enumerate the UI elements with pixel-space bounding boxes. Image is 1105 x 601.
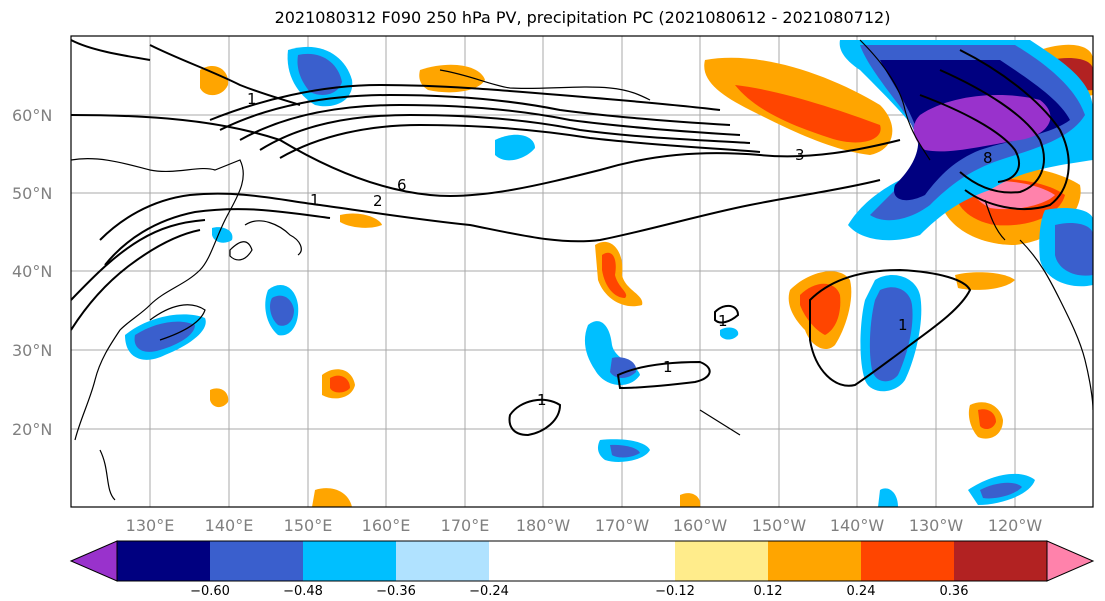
lon-label-130e: 130°E <box>126 516 175 535</box>
contour-label: 6 <box>397 176 407 194</box>
contour-label: 1 <box>898 316 908 334</box>
lat-label-40n: 40°N <box>12 262 52 281</box>
colorbar-segment <box>675 541 769 581</box>
colorbar-tick-label: 0.12 <box>754 584 783 599</box>
map-panel: 1 2 3 6 8 1 1 1 1 1 <box>70 35 1094 508</box>
colorbar-extend-min <box>69 540 118 582</box>
colorbar-segment <box>768 541 862 581</box>
lat-label-30n: 30°N <box>12 341 52 360</box>
figure-title: 2021080312 F090 250 hPa PV, precipitatio… <box>274 8 891 27</box>
map-frame <box>70 35 1094 508</box>
lon-label-130w: 130°W <box>909 516 964 535</box>
latitude-labels: 60°N 50°N 40°N 30°N 20°N <box>12 106 52 439</box>
contour-label: 1 <box>663 358 673 376</box>
colorbar-tick-label: −0.60 <box>190 584 230 599</box>
lon-label-150w: 150°W <box>752 516 807 535</box>
colorbar-segment <box>303 541 397 581</box>
colorbar <box>69 540 1095 582</box>
lat-label-50n: 50°N <box>12 184 52 203</box>
lon-label-120w: 120°W <box>988 516 1043 535</box>
colorbar-tick-label: −0.48 <box>283 584 323 599</box>
lat-label-60n: 60°N <box>12 106 52 125</box>
pv-contours <box>71 39 1070 437</box>
lon-label-140w: 140°W <box>830 516 885 535</box>
colorbar-segment <box>396 541 490 581</box>
contour-label: 1 <box>537 391 547 409</box>
contour-labels: 1 2 3 6 8 1 1 1 1 1 <box>247 90 993 409</box>
lon-label-140e: 140°E <box>205 516 254 535</box>
colorbar-labels: −0.60 −0.48 −0.36 −0.24 −0.12 0.12 0.24 0.36 <box>190 584 968 599</box>
lon-label-160e: 160°E <box>362 516 411 535</box>
colorbar-tick-label: −0.24 <box>469 584 509 599</box>
colorbar-tick-label: −0.36 <box>376 584 416 599</box>
colorbar-segment <box>582 541 676 581</box>
colorbar-segment <box>117 541 211 581</box>
contour-label: 1 <box>718 312 728 330</box>
colorbar-segment <box>210 541 304 581</box>
lon-label-180w: 180°W <box>516 516 571 535</box>
lon-label-160w: 160°W <box>673 516 728 535</box>
colorbar-tick-label: 0.36 <box>940 584 969 599</box>
contour-label: 1 <box>247 90 257 108</box>
coastlines <box>71 39 1093 501</box>
colorbar-tick-label: 0.24 <box>847 584 876 599</box>
lon-label-170w: 170°W <box>595 516 650 535</box>
colorbar-outline <box>116 540 1048 582</box>
contour-label: 2 <box>373 192 383 210</box>
colorbar-extend-max <box>1046 540 1095 582</box>
contour-label: 1 <box>310 191 320 209</box>
precip-anomaly-fills <box>125 40 1093 507</box>
colorbar-segment <box>861 541 955 581</box>
contour-label: 8 <box>983 149 993 167</box>
contour-label: 3 <box>795 146 805 164</box>
colorbar-segment <box>954 541 1048 581</box>
longitude-labels: 130°E 140°E 150°E 160°E 170°E 180°W 170°… <box>126 516 1043 535</box>
colorbar-tick-label: −0.12 <box>655 584 695 599</box>
colorbar-segment <box>489 541 583 581</box>
lon-label-170e: 170°E <box>441 516 490 535</box>
lon-label-150e: 150°E <box>284 516 333 535</box>
lat-label-20n: 20°N <box>12 420 52 439</box>
